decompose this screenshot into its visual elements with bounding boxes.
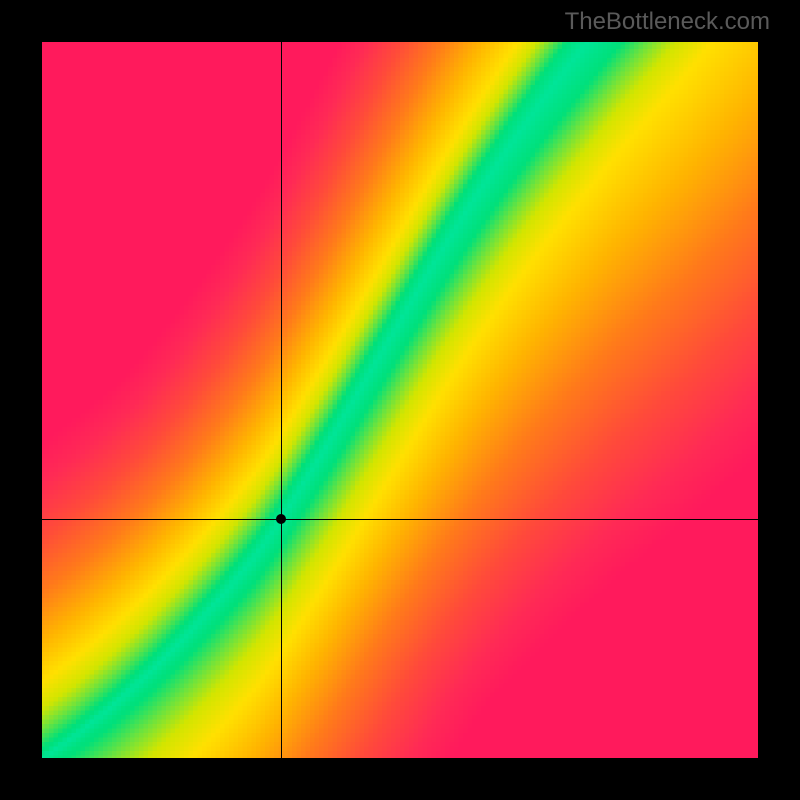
crosshair-vertical — [281, 40, 282, 760]
plot-border — [40, 40, 760, 42]
watermark-text: TheBottleneck.com — [565, 8, 770, 36]
plot-area — [40, 40, 760, 760]
chart-container: TheBottleneck.com — [0, 0, 800, 800]
heatmap-canvas — [40, 40, 760, 760]
plot-border — [758, 40, 760, 760]
crosshair-horizontal — [40, 519, 760, 520]
crosshair-marker — [276, 514, 286, 524]
plot-border — [40, 40, 42, 760]
plot-border — [40, 758, 760, 760]
